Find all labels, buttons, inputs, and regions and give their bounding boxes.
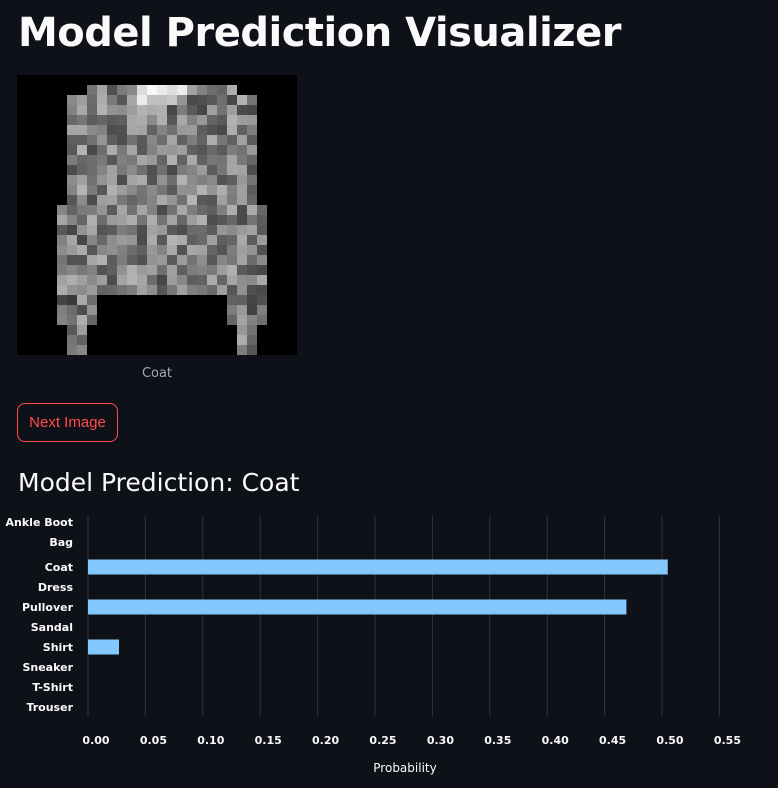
x-tick-label: 0.30 <box>427 734 454 747</box>
y-category-label: Ankle Boot <box>6 516 73 529</box>
prediction-heading: Model Prediction: Coat <box>18 468 300 497</box>
y-category-label: Shirt <box>43 641 73 654</box>
x-tick-label: 0.45 <box>599 734 626 747</box>
page-title: Model Prediction Visualizer <box>18 10 621 56</box>
y-category-label: Pullover <box>22 601 74 614</box>
x-axis-title: Probability <box>373 761 436 775</box>
y-category-label: Bag <box>49 536 73 549</box>
y-category-label: Sandal <box>31 621 73 634</box>
x-tick-label: 0.10 <box>197 734 224 747</box>
x-tick-label: 0.20 <box>312 734 339 747</box>
sample-image <box>17 75 297 355</box>
prediction-bar[interactable] <box>88 599 627 615</box>
x-tick-label: 0.50 <box>656 734 683 747</box>
x-tick-label: 0.35 <box>484 734 511 747</box>
prediction-bar-chart: 0.00 0.05 0.10 0.15 0.20 0.25 0.30 0.35 0.40 0.45… <box>6 516 741 775</box>
x-tick-label: 0.40 <box>542 734 569 747</box>
image-caption: Coat <box>141 366 173 381</box>
y-category-label: Sneaker <box>22 661 73 674</box>
x-tick-label: 0.05 <box>140 734 167 747</box>
prediction-bar[interactable] <box>88 559 668 575</box>
fashion-mnist-coat-image <box>57 85 267 355</box>
x-tick-label: 0.00 <box>82 734 109 747</box>
x-tick-label: 0.55 <box>714 734 741 747</box>
x-tick-label: 0.25 <box>369 734 396 747</box>
next-image-button[interactable]: Next Image <box>17 403 118 442</box>
prediction-bar[interactable] <box>88 639 119 655</box>
y-category-label: Coat <box>45 561 73 574</box>
x-tick-label: 0.15 <box>255 734 282 747</box>
y-category-label: T-Shirt <box>32 681 73 694</box>
y-category-label: Dress <box>38 581 74 594</box>
y-category-label: Trouser <box>26 701 73 714</box>
